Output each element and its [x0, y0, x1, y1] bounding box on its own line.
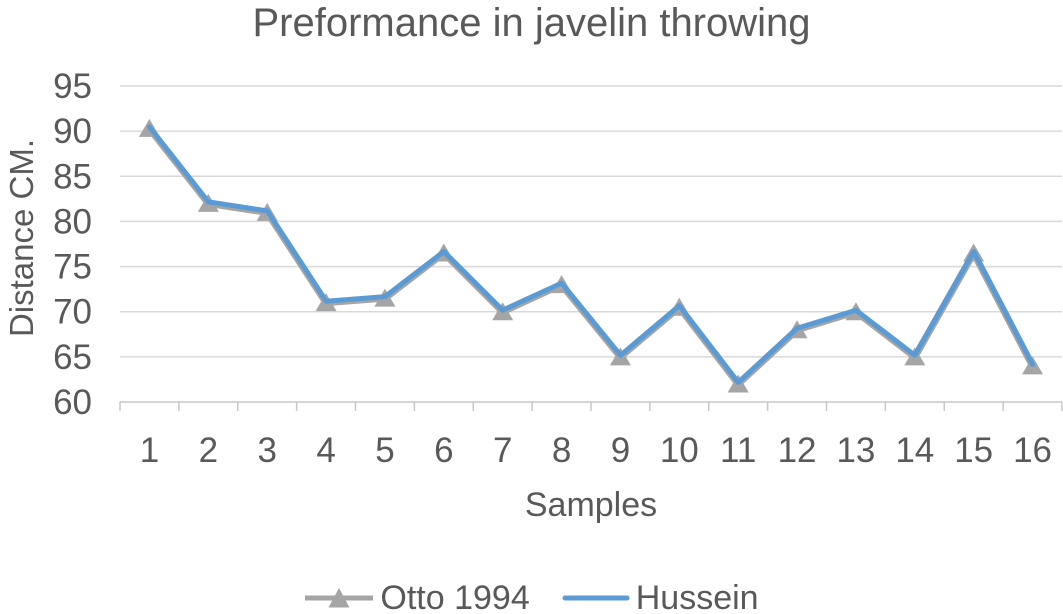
x-tick-label: 8 [552, 431, 571, 470]
legend-label-hussein: Hussein [635, 579, 759, 614]
x-tick-label: 7 [493, 431, 512, 470]
x-tick-label: 12 [778, 431, 817, 470]
x-tick-label: 4 [316, 431, 335, 470]
y-tick-label: 60 [53, 383, 92, 422]
x-tick-label: 14 [895, 431, 934, 470]
y-tick-label: 95 [53, 67, 92, 106]
x-tick-label: 16 [1013, 431, 1052, 470]
x-tick-label: 9 [611, 431, 630, 470]
y-tick-label: 90 [53, 112, 92, 151]
y-tick-label: 70 [53, 293, 92, 332]
x-tick-label: 3 [257, 431, 276, 470]
y-tick-label: 65 [53, 338, 92, 377]
y-tick-label: 75 [53, 248, 92, 287]
y-tick-label: 80 [53, 202, 92, 241]
x-tick-label: 6 [434, 431, 453, 470]
x-tick-label: 1 [140, 431, 159, 470]
x-tick-label: 2 [199, 431, 218, 470]
legend-label-otto: Otto 1994 [380, 579, 530, 614]
x-tick-label: 13 [836, 431, 875, 470]
legend-item-hussein: Hussein [562, 580, 759, 614]
x-tick-label: 15 [954, 431, 993, 470]
legend-item-otto: Otto 1994 [304, 579, 530, 614]
y-tick-label: 85 [53, 157, 92, 196]
chart-title: Preformance in javelin throwing [252, 1, 811, 45]
x-tick-label: 10 [660, 431, 699, 470]
hussein-legend-swatch [562, 595, 630, 601]
otto-legend-triangle-icon [328, 588, 350, 608]
x-tick-label: 11 [720, 431, 756, 470]
x-tick-label: 5 [375, 431, 394, 470]
legend: Otto 1994 Hussein [0, 580, 1063, 614]
hussein-series-line [146, 124, 1036, 385]
otto-legend-swatch [305, 588, 374, 608]
x-axis-title: Samples [524, 486, 658, 524]
